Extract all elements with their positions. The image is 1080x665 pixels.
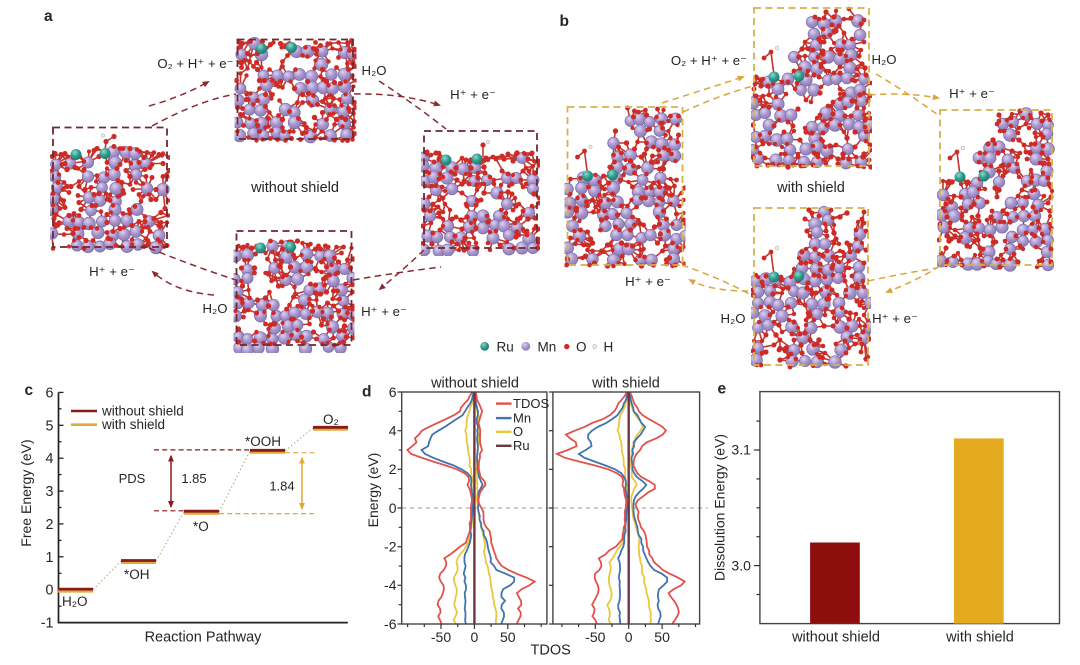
svg-text:without shield: without shield	[101, 404, 184, 419]
svg-text:H₂O: H₂O	[721, 311, 746, 326]
svg-text:Ru: Ru	[497, 339, 514, 354]
svg-text:H⁺ + e⁻: H⁺ + e⁻	[872, 311, 918, 326]
svg-text:with shield: with shield	[101, 417, 165, 432]
svg-text:H₂O: H₂O	[203, 301, 228, 316]
svg-text:H⁺ + e⁻: H⁺ + e⁻	[450, 87, 496, 102]
svg-text:Reaction Pathway: Reaction Pathway	[145, 630, 263, 646]
svg-text:TDOS: TDOS	[531, 643, 571, 659]
svg-text:Free Energy (eV): Free Energy (eV)	[18, 439, 34, 546]
svg-text:H⁺ + e⁻: H⁺ + e⁻	[949, 86, 995, 101]
svg-text:Energy (eV): Energy (eV)	[365, 453, 381, 528]
svg-text:Ru: Ru	[513, 438, 530, 453]
svg-text:with shield: with shield	[591, 376, 660, 392]
svg-text:1.85: 1.85	[181, 471, 206, 486]
svg-text:2: 2	[46, 517, 54, 533]
svg-text:b: b	[560, 13, 569, 30]
svg-text:*OOH: *OOH	[245, 434, 281, 449]
svg-text:4: 4	[389, 423, 397, 439]
svg-text:d: d	[362, 384, 371, 401]
svg-text:1.84: 1.84	[269, 479, 294, 494]
svg-text:0: 0	[46, 583, 54, 599]
svg-text:4: 4	[46, 451, 54, 467]
svg-text:with shield: with shield	[776, 180, 845, 196]
svg-text:without shield: without shield	[250, 180, 339, 196]
svg-text:Dissolution Energy (eV): Dissolution Energy (eV)	[712, 434, 728, 581]
svg-text:3.0: 3.0	[731, 557, 751, 573]
svg-text:1: 1	[46, 550, 54, 566]
svg-text:O₂: O₂	[323, 412, 339, 427]
svg-text:0: 0	[389, 500, 397, 516]
svg-text:*O: *O	[193, 519, 209, 534]
svg-text:H⁺ + e⁻: H⁺ + e⁻	[89, 264, 135, 279]
svg-text:c: c	[25, 382, 34, 399]
svg-text:Mn: Mn	[513, 410, 531, 425]
svg-text:2: 2	[389, 461, 397, 477]
svg-text:3.1: 3.1	[731, 442, 751, 458]
svg-text:6: 6	[46, 385, 54, 401]
svg-text:Mn: Mn	[538, 339, 557, 354]
svg-text:without shield: without shield	[791, 630, 880, 646]
svg-text:0: 0	[625, 629, 633, 645]
svg-text:*OH: *OH	[124, 567, 150, 582]
svg-text:H₂O: H₂O	[872, 52, 897, 67]
svg-text:3: 3	[46, 484, 54, 500]
svg-text:H₂O: H₂O	[62, 594, 88, 609]
svg-text:e: e	[718, 381, 727, 398]
svg-text:-6: -6	[384, 616, 397, 632]
svg-text:H⁺ + e⁻: H⁺ + e⁻	[625, 274, 671, 289]
svg-text:-4: -4	[384, 577, 397, 593]
svg-text:TDOS: TDOS	[513, 396, 549, 411]
svg-text:-2: -2	[384, 539, 397, 555]
svg-text:-50: -50	[585, 629, 605, 645]
svg-text:O₂ + H⁺ + e⁻: O₂ + H⁺ + e⁻	[157, 56, 233, 71]
svg-text:a: a	[44, 8, 53, 25]
svg-text:O: O	[576, 339, 587, 354]
svg-text:5: 5	[46, 418, 54, 434]
svg-text:H₂O: H₂O	[362, 63, 387, 78]
svg-text:6: 6	[389, 384, 397, 400]
svg-text:O₂ + H⁺ + e⁻: O₂ + H⁺ + e⁻	[671, 53, 747, 68]
svg-text:without shield: without shield	[430, 376, 519, 392]
svg-text:H: H	[604, 339, 614, 354]
svg-text:O: O	[513, 424, 523, 439]
svg-text:-50: -50	[431, 629, 451, 645]
svg-text:PDS: PDS	[119, 471, 146, 486]
svg-text:-1: -1	[41, 616, 54, 632]
svg-text:with shield: with shield	[945, 630, 1014, 646]
svg-text:50: 50	[654, 629, 670, 645]
svg-text:0: 0	[471, 629, 479, 645]
svg-text:50: 50	[500, 629, 516, 645]
svg-text:H⁺ + e⁻: H⁺ + e⁻	[361, 304, 407, 319]
